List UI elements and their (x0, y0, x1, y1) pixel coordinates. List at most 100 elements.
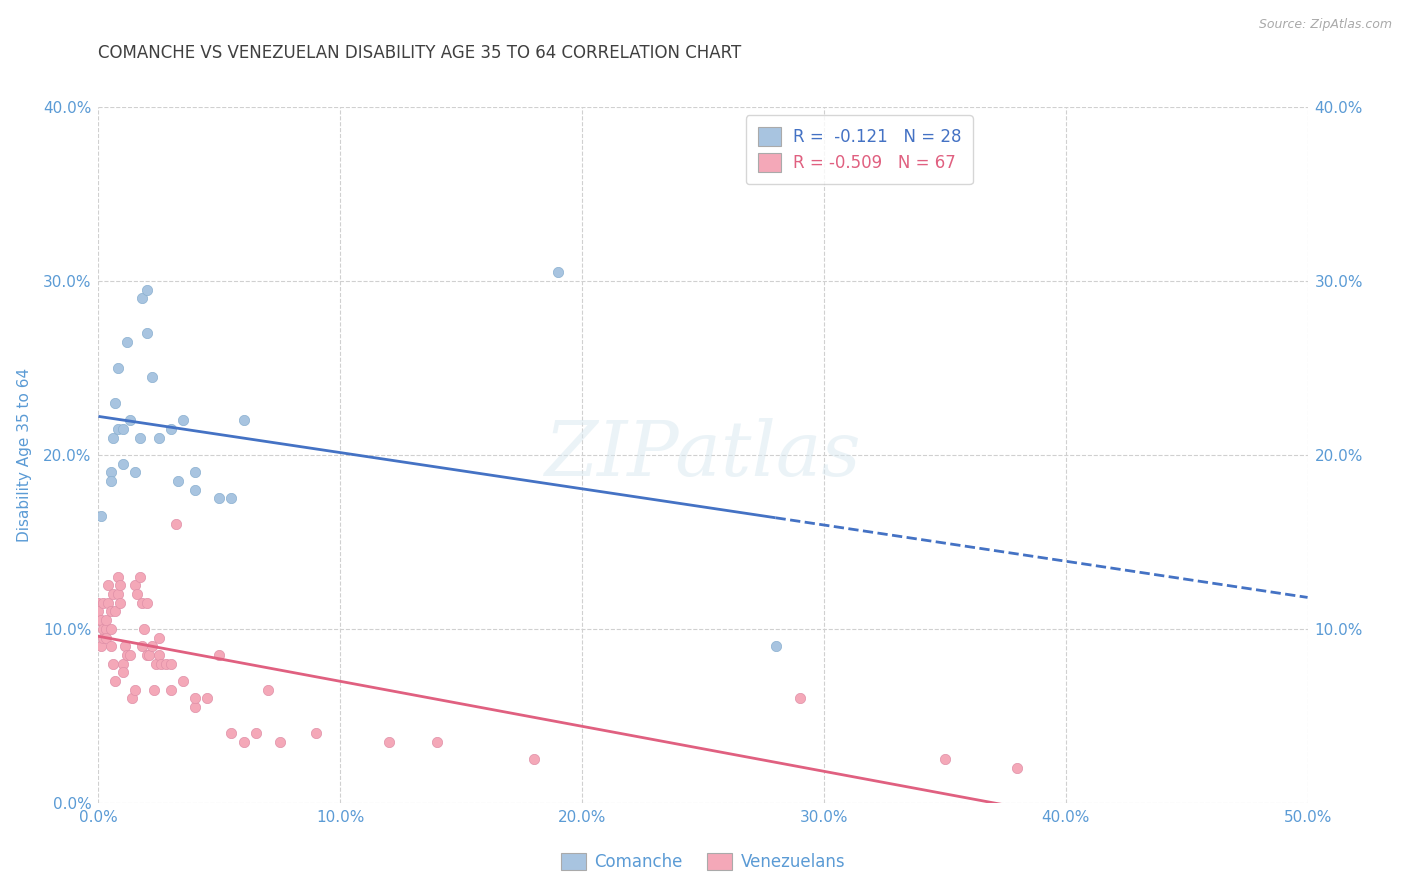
Text: Source: ZipAtlas.com: Source: ZipAtlas.com (1258, 18, 1392, 31)
Point (160, 422, 183, 436)
Point (141, 639, 163, 653)
Point (107, 587, 129, 601)
Point (111, 457, 134, 471)
Point (100, 622, 122, 636)
Point (101, 657, 124, 671)
Point (104, 605, 127, 619)
Point (108, 596, 131, 610)
Point (135, 648, 157, 662)
Point (547, 265, 569, 279)
Point (232, 413, 254, 427)
Point (184, 466, 207, 480)
Point (114, 639, 136, 653)
Point (117, 648, 139, 662)
Point (97, 596, 120, 610)
Point (148, 430, 170, 444)
Point (184, 483, 207, 497)
Point (148, 631, 170, 645)
Point (127, 587, 149, 601)
Y-axis label: Disability Age 35 to 64: Disability Age 35 to 64 (17, 368, 32, 542)
Point (789, 691, 811, 706)
Legend: Comanche, Venezuelans: Comanche, Venezuelans (554, 847, 852, 878)
Point (121, 691, 143, 706)
Point (208, 491, 231, 506)
Point (172, 674, 194, 689)
Point (128, 570, 150, 584)
Point (135, 596, 157, 610)
Point (195, 691, 218, 706)
Point (134, 622, 156, 636)
Point (208, 648, 231, 662)
Point (141, 369, 163, 384)
Point (107, 360, 129, 375)
Point (184, 691, 207, 706)
Point (124, 578, 146, 592)
Point (128, 430, 150, 444)
Point (426, 735, 449, 749)
Point (934, 752, 956, 766)
Point (91, 596, 114, 610)
Point (124, 466, 146, 480)
Point (118, 648, 141, 662)
Point (245, 726, 267, 740)
Point (94, 631, 117, 645)
Point (135, 326, 157, 340)
Point (87, 596, 110, 610)
Point (377, 735, 399, 749)
Point (111, 665, 134, 680)
Point (269, 735, 291, 749)
Point (94, 622, 117, 636)
Point (148, 648, 170, 662)
Point (107, 422, 129, 436)
Point (104, 395, 127, 409)
Text: COMANCHE VS VENEZUELAN DISABILITY AGE 35 TO 64 CORRELATION CHART: COMANCHE VS VENEZUELAN DISABILITY AGE 35… (98, 45, 742, 62)
Point (124, 682, 146, 697)
Point (221, 726, 243, 740)
Point (107, 570, 129, 584)
Point (155, 657, 177, 671)
Point (765, 639, 787, 653)
Point (117, 334, 139, 349)
Point (131, 291, 153, 305)
Point (523, 752, 546, 766)
Point (104, 674, 127, 689)
Point (100, 474, 122, 488)
Point (101, 587, 124, 601)
Point (256, 682, 278, 697)
Point (90, 508, 112, 523)
Point (160, 657, 183, 671)
Point (100, 466, 122, 480)
Point (91, 622, 114, 636)
Point (87, 613, 110, 627)
Point (100, 605, 122, 619)
Point (118, 413, 141, 427)
Point (131, 596, 153, 610)
Point (172, 413, 194, 427)
Point (131, 639, 153, 653)
Point (232, 735, 254, 749)
Point (165, 517, 187, 532)
Point (90, 613, 112, 627)
Point (111, 422, 134, 436)
Point (91, 631, 114, 645)
Point (221, 491, 243, 506)
Point (100, 639, 122, 653)
Point (97, 578, 120, 592)
Point (1007, 761, 1029, 775)
Point (87, 605, 110, 619)
Point (145, 657, 167, 671)
Point (101, 430, 124, 444)
Point (111, 657, 134, 671)
Point (135, 283, 157, 297)
Point (108, 578, 131, 592)
Point (90, 639, 112, 653)
Point (184, 700, 207, 714)
Point (138, 648, 160, 662)
Point (160, 682, 183, 697)
Point (94, 613, 117, 627)
Point (167, 474, 190, 488)
Point (305, 726, 328, 740)
Point (143, 682, 166, 697)
Point (150, 657, 173, 671)
Text: ZIPatlas: ZIPatlas (544, 418, 862, 491)
